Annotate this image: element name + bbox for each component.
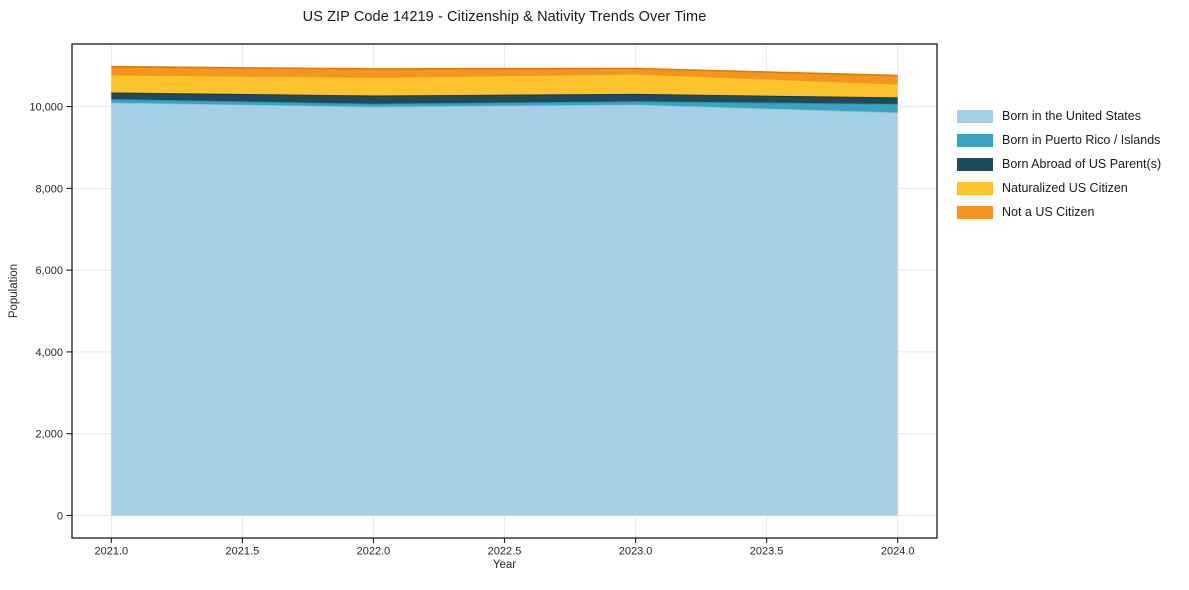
legend-swatch <box>957 109 993 123</box>
y-axis-label: Population <box>8 263 20 319</box>
legend-item-not-a-us-citizen: Not a US Citizen <box>957 200 1161 224</box>
x-axis-label: Year <box>492 559 517 571</box>
legend-label: Born Abroad of US Parent(s) <box>1002 157 1162 171</box>
legend-label: Naturalized US Citizen <box>1002 181 1128 195</box>
y-tick-label: 4,000 <box>35 347 63 359</box>
y-tick-label: 0 <box>57 511 63 523</box>
area-naturalized-us-citizen <box>111 73 898 98</box>
legend-label: Born in the United States <box>1002 109 1141 123</box>
legend: Born in the United States Born in Puerto … <box>957 104 1161 224</box>
legend-swatch <box>957 133 993 147</box>
legend-swatch <box>957 181 993 195</box>
legend-item-born-abroad-of-us-parent-s: Born Abroad of US Parent(s) <box>957 152 1161 176</box>
area-born-in-the-united-states <box>111 102 898 516</box>
x-tick-label: 2023.0 <box>619 546 653 558</box>
x-tick-label: 2022.0 <box>357 546 391 558</box>
legend-swatch <box>957 157 993 171</box>
legend-swatch <box>957 205 993 219</box>
x-tick-label: 2021.5 <box>226 546 260 558</box>
x-tick-label: 2022.5 <box>488 546 522 558</box>
legend-item-born-in-the-united-states: Born in the United States <box>957 104 1161 128</box>
chart-title: US ZIP Code 14219 - Citizenship & Nativi… <box>302 9 707 25</box>
legend-label: Not a US Citizen <box>1002 205 1095 219</box>
legend-item-born-in-puerto-rico-islands: Born in Puerto Rico / Islands <box>957 128 1161 152</box>
y-tick-label: 8,000 <box>35 183 63 195</box>
legend-label: Born in Puerto Rico / Islands <box>1002 133 1161 147</box>
legend-item-naturalized-us-citizen: Naturalized US Citizen <box>957 176 1161 200</box>
x-tick-label: 2021.0 <box>94 546 128 558</box>
x-tick-label: 2024.0 <box>881 546 915 558</box>
x-tick-label: 2023.5 <box>750 546 784 558</box>
area-edge-not-a-us-citizen <box>111 65 898 77</box>
y-tick-label: 2,000 <box>35 429 63 441</box>
y-tick-label: 6,000 <box>35 265 63 277</box>
y-tick-label: 10,000 <box>29 102 63 114</box>
